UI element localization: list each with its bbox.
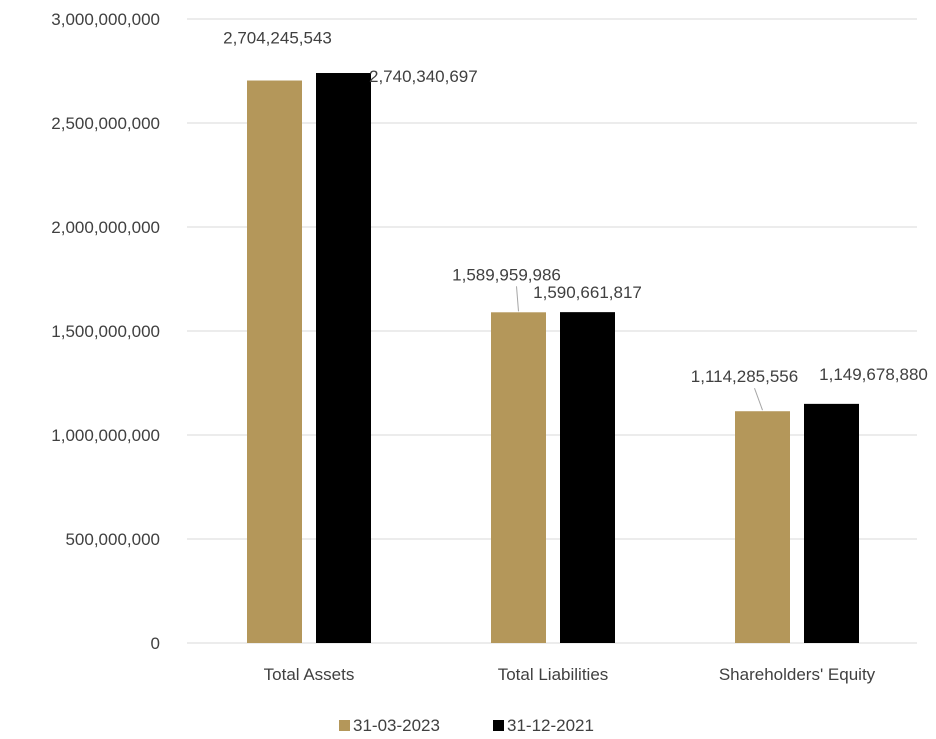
leader-line [754,388,763,411]
data-label: 2,704,245,543 [223,29,332,48]
legend-swatch [493,720,504,731]
legend-swatch [339,720,350,731]
y-tick-label: 2,000,000,000 [51,218,160,237]
data-label-leader-lines [516,286,763,411]
legend: 31-03-2023 31-12-2021 [339,716,594,735]
bar [491,312,546,643]
bar [560,312,615,643]
bar [804,403,859,643]
legend-label: 31-12-2021 [507,716,594,735]
y-axis-tick-labels: 0 500,000,000 1,000,000,000 1,500,000,000 2,… [51,10,160,653]
y-tick-label: 0 [151,634,160,653]
category-label: Total Liabilities [498,665,609,684]
y-tick-label: 500,000,000 [65,530,160,549]
y-tick-label: 3,000,000,000 [51,10,160,29]
data-label: 1,589,959,986 [452,265,561,284]
leader-line [516,286,519,312]
category-label: Shareholders' Equity [719,665,876,684]
y-tick-label: 1,500,000,000 [51,322,160,341]
bar [247,80,302,644]
bar [316,73,371,643]
y-tick-label: 1,000,000,000 [51,426,160,445]
y-tick-label: 2,500,000,000 [51,114,160,133]
category-label: Total Assets [264,665,355,684]
bars [247,73,859,644]
data-labels: 2,704,245,5432,740,340,6971,589,959,9861… [223,29,928,387]
data-label: 1,114,285,556 [691,367,798,386]
data-label: 1,149,678,880 [819,365,928,384]
x-axis-category-labels: Total Assets Total Liabilities Shareholder… [264,665,876,684]
data-label: 1,590,661,817 [533,283,642,302]
bar [735,411,790,643]
legend-label: 31-03-2023 [353,716,440,735]
gridlines [187,18,917,644]
data-label: 2,740,340,697 [369,67,478,86]
